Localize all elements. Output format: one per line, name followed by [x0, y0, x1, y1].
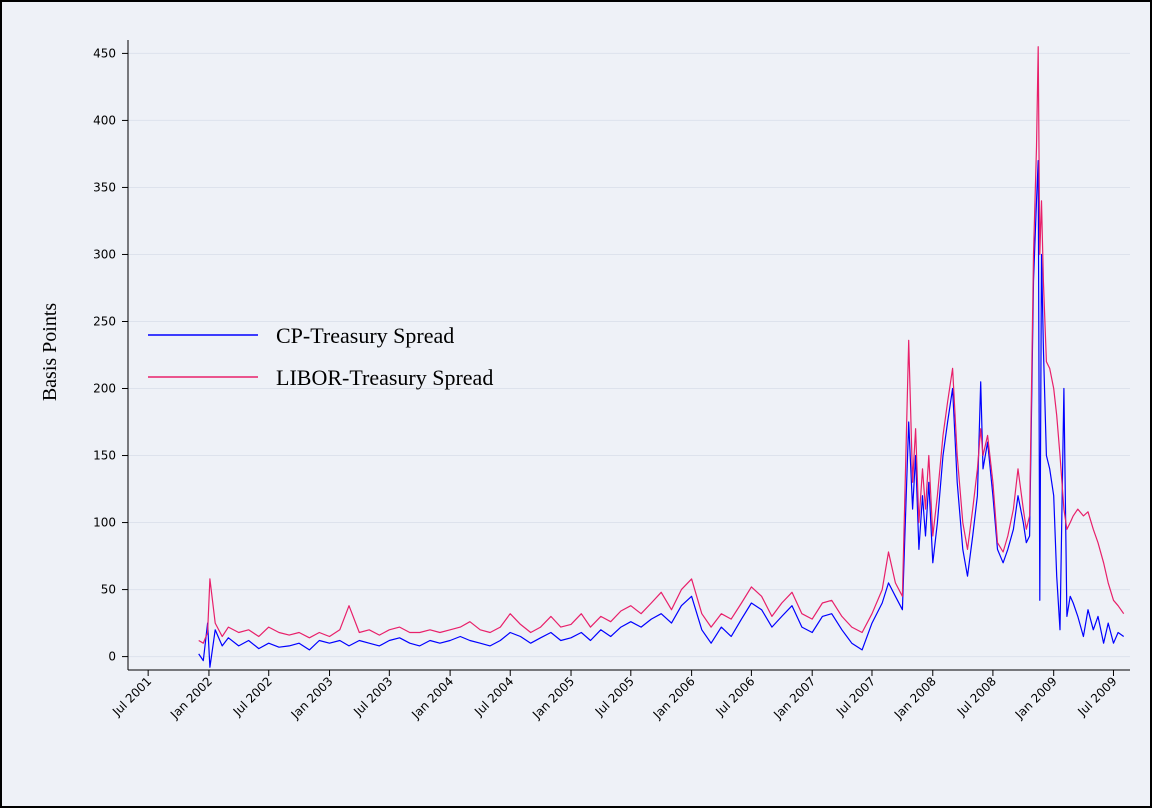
- x-tick-label: Jul 2008: [954, 674, 999, 719]
- x-tick-label: Jan 2004: [408, 674, 456, 722]
- y-axis-label: Basis Points: [39, 303, 61, 402]
- x-tick-label: Jul 2003: [350, 674, 395, 719]
- x-tick-label: Jul 2002: [230, 674, 275, 719]
- x-tick-label: Jul 2001: [109, 674, 154, 719]
- y-tick-label: 400: [93, 113, 116, 127]
- x-tick-label: Jul 2005: [592, 674, 637, 719]
- x-tick-label: Jul 2006: [712, 674, 757, 719]
- axes: 0 50 100 150 200 250 300 350 400 450 Jul 2001 Jan 2…: [93, 40, 1130, 722]
- y-tick-label: 200: [93, 382, 116, 396]
- x-tick-label: Jan 2008: [891, 674, 939, 722]
- y-tick-label: 50: [101, 583, 116, 597]
- y-tick-label: 0: [108, 650, 116, 664]
- y-tick-label: 350: [93, 180, 116, 194]
- legend: CP-Treasury Spread LIBOR-Treasury Spread: [148, 323, 493, 390]
- x-tick-label: Jan 2002: [167, 674, 215, 722]
- x-tick-label: Jul 2009: [1074, 674, 1119, 719]
- x-tick-label: Jan 2007: [770, 674, 818, 722]
- x-tick-label: Jan 2006: [650, 674, 698, 722]
- y-tick-label: 250: [93, 314, 116, 328]
- y-tick-label: 150: [93, 449, 116, 463]
- x-tick-label: Jan 2003: [288, 674, 336, 722]
- x-tick-label: Jan 2005: [529, 674, 577, 722]
- y-tick-label: 300: [93, 247, 116, 261]
- gridlines: [128, 52, 1130, 658]
- series-line-cp: [198, 160, 1125, 668]
- series-lines: [198, 46, 1125, 668]
- x-tick-label: Jul 2007: [833, 674, 878, 719]
- y-tick-label: 100: [93, 516, 116, 530]
- y-tick-label: 450: [93, 46, 116, 60]
- series-line-libor: [198, 46, 1125, 644]
- x-tick-label: Jan 2009: [1012, 674, 1060, 722]
- legend-label-cp: CP-Treasury Spread: [276, 323, 454, 348]
- legend-label-libor: LIBOR-Treasury Spread: [276, 365, 493, 390]
- x-tick-label: Jul 2004: [471, 674, 516, 719]
